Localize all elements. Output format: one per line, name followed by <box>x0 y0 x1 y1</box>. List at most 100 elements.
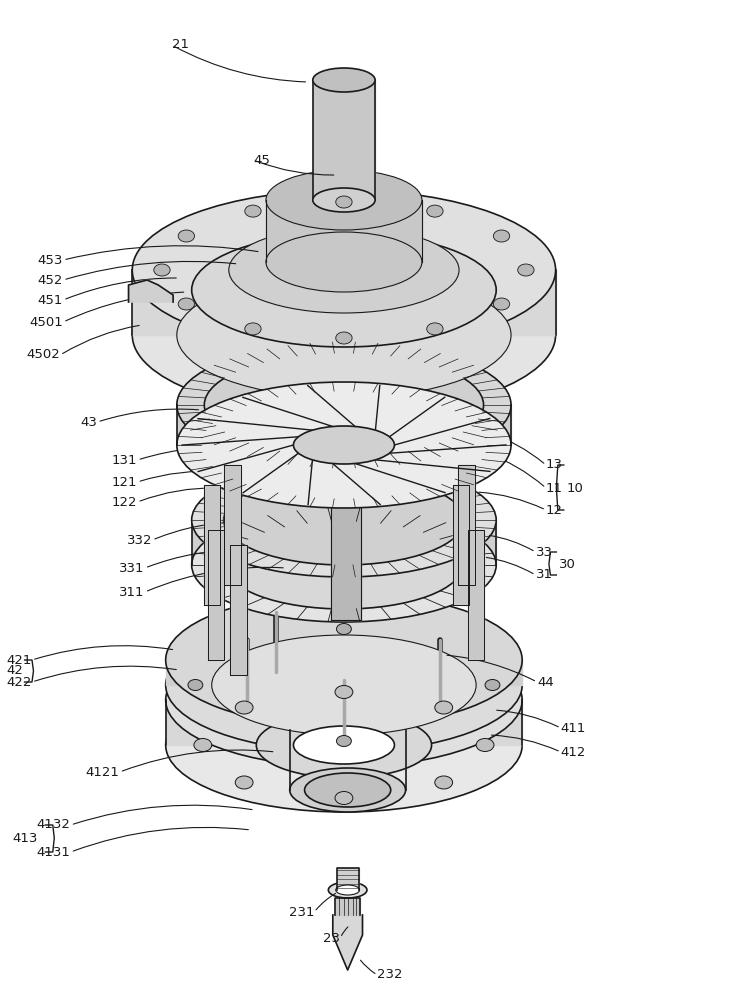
Ellipse shape <box>435 701 453 714</box>
Text: 13: 13 <box>546 458 563 472</box>
Ellipse shape <box>188 680 203 690</box>
Ellipse shape <box>493 298 510 310</box>
Ellipse shape <box>165 593 522 727</box>
Text: 453: 453 <box>38 253 63 266</box>
Ellipse shape <box>518 264 534 276</box>
Polygon shape <box>313 80 375 200</box>
Text: 412: 412 <box>561 746 586 758</box>
Text: 311: 311 <box>119 585 145 598</box>
Text: 4121: 4121 <box>86 766 120 778</box>
Polygon shape <box>337 868 359 890</box>
Polygon shape <box>333 915 363 970</box>
Polygon shape <box>453 485 469 605</box>
Text: 422: 422 <box>7 676 32 688</box>
Text: 131: 131 <box>112 454 138 466</box>
Ellipse shape <box>335 686 353 698</box>
Polygon shape <box>129 280 173 302</box>
Ellipse shape <box>191 508 496 622</box>
Ellipse shape <box>133 255 556 415</box>
Ellipse shape <box>245 205 261 217</box>
Ellipse shape <box>329 882 367 898</box>
Text: 4502: 4502 <box>27 349 60 361</box>
Ellipse shape <box>335 792 353 804</box>
Polygon shape <box>133 270 556 335</box>
Ellipse shape <box>191 233 496 347</box>
Ellipse shape <box>305 773 390 807</box>
Ellipse shape <box>212 635 476 735</box>
Ellipse shape <box>177 382 511 508</box>
Ellipse shape <box>427 205 443 217</box>
Text: 231: 231 <box>289 906 314 918</box>
Text: 413: 413 <box>13 832 38 844</box>
Polygon shape <box>224 465 241 585</box>
Ellipse shape <box>204 353 484 457</box>
Ellipse shape <box>294 726 394 764</box>
Ellipse shape <box>225 521 463 609</box>
Polygon shape <box>165 660 522 685</box>
Ellipse shape <box>194 738 212 752</box>
Ellipse shape <box>229 227 459 313</box>
Polygon shape <box>203 485 220 605</box>
Ellipse shape <box>191 463 496 577</box>
Text: 421: 421 <box>7 654 32 666</box>
Ellipse shape <box>165 678 522 812</box>
Text: 33: 33 <box>536 546 553 558</box>
Text: 4501: 4501 <box>30 316 63 328</box>
Polygon shape <box>458 465 475 585</box>
Ellipse shape <box>294 426 394 464</box>
Ellipse shape <box>313 68 375 92</box>
Text: 121: 121 <box>112 476 138 488</box>
Ellipse shape <box>177 272 511 398</box>
Text: 45: 45 <box>253 153 270 166</box>
Ellipse shape <box>153 264 170 276</box>
Text: 332: 332 <box>127 534 152 546</box>
Polygon shape <box>177 405 511 445</box>
Text: 30: 30 <box>559 558 576 570</box>
Polygon shape <box>208 530 224 660</box>
Ellipse shape <box>256 712 431 778</box>
Text: 44: 44 <box>537 676 554 688</box>
Polygon shape <box>191 520 496 565</box>
Ellipse shape <box>336 885 360 895</box>
Polygon shape <box>468 530 484 660</box>
Text: 11: 11 <box>546 482 563 494</box>
Text: 12: 12 <box>546 504 563 516</box>
Ellipse shape <box>337 624 352 635</box>
Ellipse shape <box>133 190 556 350</box>
Ellipse shape <box>235 701 253 714</box>
Ellipse shape <box>266 232 422 292</box>
Polygon shape <box>332 460 361 620</box>
Ellipse shape <box>485 680 500 690</box>
Text: 31: 31 <box>536 568 553 582</box>
Polygon shape <box>335 898 361 915</box>
Ellipse shape <box>435 776 453 789</box>
Text: 4132: 4132 <box>37 818 71 832</box>
Text: 122: 122 <box>112 495 138 508</box>
Ellipse shape <box>427 323 443 335</box>
Ellipse shape <box>177 342 511 468</box>
Ellipse shape <box>336 332 352 344</box>
Text: 21: 21 <box>171 38 188 51</box>
Ellipse shape <box>337 736 352 746</box>
Ellipse shape <box>336 196 352 208</box>
Ellipse shape <box>224 475 464 565</box>
Ellipse shape <box>476 738 494 752</box>
Text: 43: 43 <box>80 416 98 428</box>
Text: 232: 232 <box>378 968 403 982</box>
Ellipse shape <box>290 768 405 812</box>
Text: 42: 42 <box>6 664 23 678</box>
Ellipse shape <box>493 230 510 242</box>
Text: 411: 411 <box>561 722 586 734</box>
Text: 451: 451 <box>38 294 63 306</box>
Text: 4131: 4131 <box>37 846 71 858</box>
Polygon shape <box>266 200 422 262</box>
Text: 331: 331 <box>119 562 145 574</box>
Ellipse shape <box>235 776 253 789</box>
Ellipse shape <box>165 633 522 767</box>
Ellipse shape <box>245 323 261 335</box>
Ellipse shape <box>266 170 422 230</box>
Ellipse shape <box>178 298 194 310</box>
Text: 452: 452 <box>38 273 63 286</box>
Polygon shape <box>165 700 522 745</box>
Text: 23: 23 <box>323 932 340 944</box>
